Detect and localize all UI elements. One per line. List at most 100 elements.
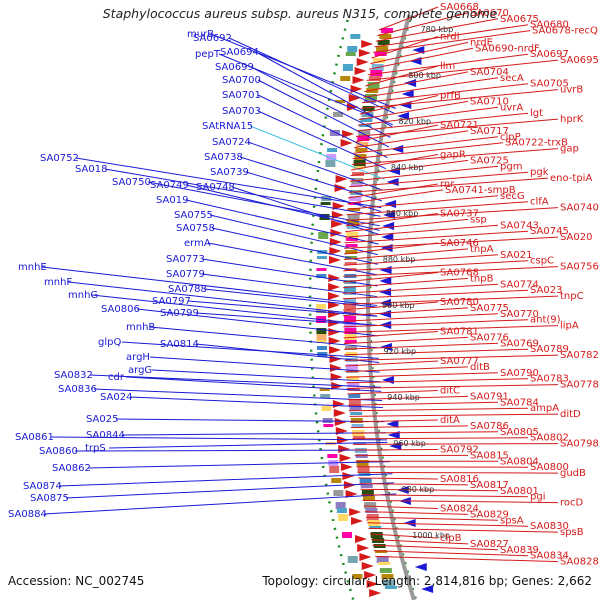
label-leader-right [362,77,499,98]
gene-label-right: rocD [560,498,584,509]
gene-label-right: tnpA [470,244,494,255]
gene-label-right: SA0805 [500,427,539,438]
label-leader-right [343,266,559,277]
cog-track-block [323,424,334,427]
cog-track-block [344,256,357,259]
cog-track-block [319,388,330,391]
cog-track-block [345,250,358,254]
forward-gene-arrow [329,247,342,255]
gene-label-left: SA0738 [204,152,243,163]
forward-gene-arrow [342,472,355,480]
forward-gene-arrow [358,49,371,57]
label-leader-right [344,230,529,244]
gene-label-left: SA0703 [222,106,261,117]
reverse-gene-arrow [387,431,400,439]
gene-label-left: mnhG [68,290,98,301]
gene-label-left: SA0797 [152,296,191,307]
gene-label-right: hprK [560,114,584,125]
cog-track-block [342,532,353,538]
cog-track-block [335,100,346,103]
label-leader-left [93,388,383,401]
cog-track-block [369,526,382,529]
cog-track-block [379,34,392,39]
label-leader-left [231,186,380,235]
gene-label-right: prfB [440,91,461,102]
gene-label-right: ampA [530,403,559,414]
gene-label-left: SA0739 [210,167,249,178]
cog-track-block [349,406,362,411]
cog-track-block [356,460,369,466]
cog-track-block [326,154,337,160]
label-leader-right [359,483,469,486]
label-leader-left [147,181,380,227]
gene-label-left: SA0814 [160,339,199,350]
forward-gene-arrow [340,463,353,471]
tick-label: 800 kbp [408,71,441,80]
gene-label-right: ssp [470,214,487,225]
label-leader-right [357,106,499,126]
forward-gene-arrow [328,337,341,345]
label-leader-right [352,142,504,160]
label-leader-right [369,533,439,539]
reverse-gene-arrow [401,90,414,98]
label-leader-right [343,336,469,345]
label-leader-left [136,308,378,337]
cog-track-block [316,268,327,271]
label-leader-right [361,83,529,104]
label-leader-left [185,184,380,231]
gene-label-right: tnpC [560,291,584,302]
gene-label-left: ermA [184,238,211,249]
cog-track-block [368,76,381,81]
forward-gene-arrow [357,544,370,552]
reverse-gene-arrow [386,420,399,428]
gene-label-right: SA0668 [440,2,479,13]
label-leader-right [343,325,559,333]
label-leader-right [371,36,439,59]
cog-track-block [383,580,396,586]
gene-label-right: rnr [440,179,455,190]
forward-gene-arrow [329,364,342,372]
cog-track-block [327,148,338,152]
cog-track-block [342,64,353,71]
cog-track-block [359,124,372,127]
label-leader-right [354,130,469,149]
gene-label-left: mnhF [44,277,72,288]
cog-track-block [360,484,373,488]
label-leader-left [210,33,396,109]
gene-label-right: SA0741-smpB [445,185,516,196]
gene-label-right: SA0834 [530,551,569,562]
gene-label-right: secG [500,191,525,202]
gene-label-right: SA0792 [440,445,479,456]
gene-label-right: SA0695 [560,55,599,66]
label-leader-left [247,141,384,191]
cog-track-block [352,574,363,579]
label-leader-right [343,331,439,339]
label-leader-left [65,482,395,499]
label-leader-right [350,419,439,423]
cog-track-block [344,262,357,265]
gene-label-right: SA0770 [500,309,539,320]
gene-label-left: SA0724 [212,137,251,148]
label-leader-right [349,413,559,417]
cog-track-block [318,232,329,239]
reverse-gene-arrow [379,288,392,296]
gene-label-left: SA0862 [52,463,91,474]
forward-gene-arrow [332,400,345,408]
cog-track-block [352,166,365,169]
gene-label-right: SA0789 [530,344,569,355]
label-leader-right [371,539,469,545]
gene-label-left: pepT [195,49,221,60]
label-leader-left [257,94,388,159]
gene-label-left: SA0773 [166,254,205,265]
forward-gene-arrow [328,292,341,300]
gene-label-left: SA0836 [58,384,97,395]
label-leader-right [356,112,529,132]
gene-label-right: SA0722-trxB [505,138,568,149]
cog-track-block [345,238,358,241]
cog-track-block [348,400,361,407]
forward-gene-arrow [331,220,344,228]
cog-track-block [346,376,359,380]
label-leader-left [195,343,380,363]
label-leader-left [249,125,385,180]
gene-label-right: SA0839 [500,545,539,556]
